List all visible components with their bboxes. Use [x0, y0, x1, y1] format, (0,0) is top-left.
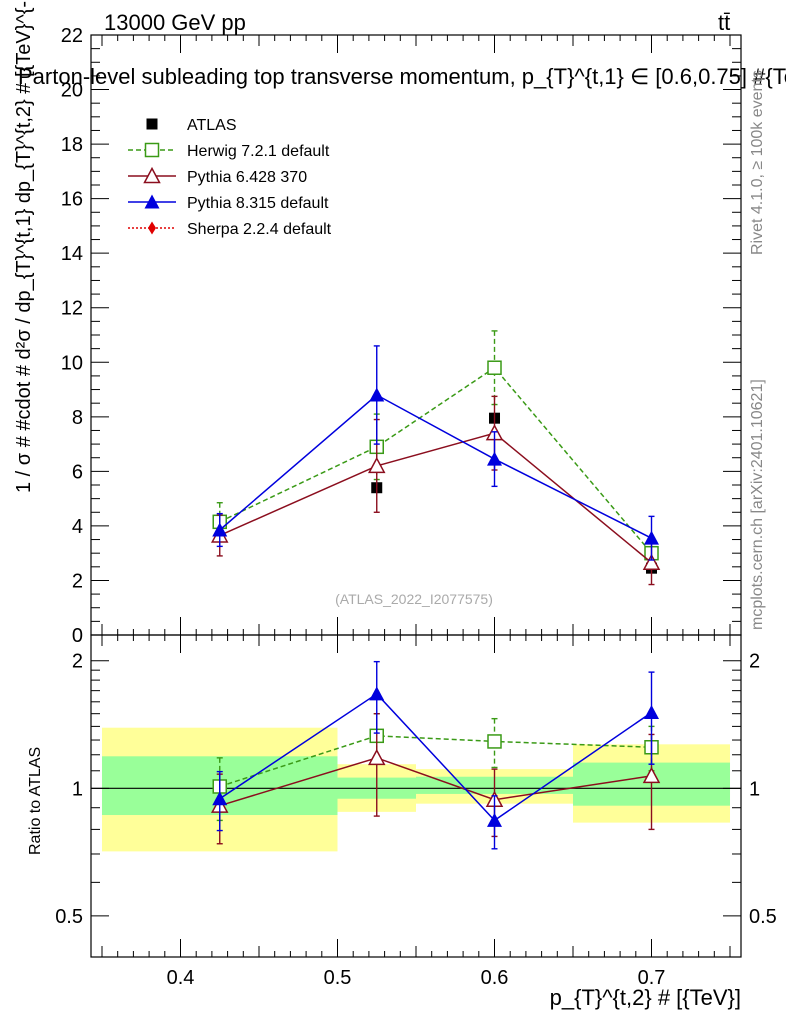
y-tick-label: 20	[61, 80, 83, 102]
y-tick-label: 8	[72, 407, 83, 429]
y-tick-label: 12	[61, 298, 83, 320]
legend-marker-sherpa	[148, 221, 156, 235]
ratio-line-pythia8	[219, 692, 652, 822]
y-tick-label: 10	[61, 352, 83, 374]
main-line-pythia8	[219, 394, 652, 539]
legend-label-atlas: ATLAS	[187, 117, 237, 134]
legend-label-sherpa: Sherpa 2.2.4 default	[187, 221, 332, 238]
y-tick-label: 14	[61, 243, 83, 265]
ratio-y-tick-label-right: 0.5	[749, 906, 777, 928]
ratio-point-herwig	[487, 734, 502, 749]
x-tick-label: 0.7	[638, 967, 666, 989]
mcplots-label: mcplots.cern.ch [arXiv:2401.10621]	[749, 379, 766, 630]
y-tick-label: 4	[72, 516, 83, 538]
energy-label: 13000 GeV pp	[104, 10, 246, 35]
legend-label-pythia6: Pythia 6.428 370	[187, 169, 307, 186]
main-point-pythia8	[487, 451, 503, 466]
y-tick-label: 22	[61, 25, 83, 47]
ratio-point-pythia6	[642, 766, 661, 784]
ratio-y-tick-label-right: 2	[749, 651, 760, 673]
ratio-point-pythia8	[212, 791, 228, 806]
main-point-pythia6	[642, 553, 661, 570]
rivet-version-label: Rivet 4.1.0, ≥ 100k events	[749, 70, 766, 255]
y-tick-label: 16	[61, 189, 83, 211]
ratio-series	[210, 660, 661, 850]
main-point-pythia8	[644, 530, 660, 545]
x-tick-label: 0.4	[167, 967, 195, 989]
x-tick-label: 0.6	[481, 967, 509, 989]
main-point-pythia8	[369, 387, 385, 402]
plot-title: Parton-level subleading top transverse m…	[18, 64, 786, 89]
ratio-point-pythia8	[369, 686, 385, 701]
ratio-y-tick-label: 1	[72, 778, 83, 800]
ratio-y-tick-label-right: 1	[749, 778, 760, 800]
legend-label-herwig: Herwig 7.2.1 default	[187, 143, 330, 160]
legend-marker-atlas	[146, 118, 158, 130]
main-line-pythia6	[219, 432, 652, 564]
legend-label-pythia8: Pythia 8.315 default	[187, 195, 329, 212]
legend-marker-herwig	[144, 142, 160, 158]
y-axis-label-ratio: Ratio to ATLAS	[27, 747, 44, 855]
ratio-y-tick-label: 2	[72, 651, 83, 673]
ratio-axes: 0.4 0.5 0.6 0.7 0.5 0.5 1 1 2 2	[55, 651, 777, 989]
y-tick-label: 0	[72, 625, 83, 647]
ratio-y-tick-label: 0.5	[55, 906, 83, 928]
main-point-herwig	[487, 360, 502, 375]
legend-marker-pythia8	[144, 194, 160, 209]
ratio-point-pythia6	[367, 748, 386, 766]
x-axis-label: p_{T}^{t,2} # [{TeV}]	[550, 985, 741, 1010]
main-point-pythia8	[212, 522, 228, 537]
main-point-pythia6	[367, 456, 386, 474]
ratio-bands	[91, 727, 741, 852]
legend: ATLAS Herwig 7.2.1 default Pythia 6.428 37…	[128, 117, 332, 238]
y-axis-label-main: 1 / σ # #cdot # d²σ / dp_{T}^{t,1} dp_{T…	[13, 0, 35, 493]
y-tick-label: 2	[72, 570, 83, 592]
x-tick-label: 0.5	[324, 967, 352, 989]
ratio-point-pythia8	[644, 704, 660, 719]
y-tick-label: 18	[61, 134, 83, 156]
legend-marker-pythia6	[143, 166, 161, 184]
main-series	[210, 330, 661, 586]
analysis-watermark: (ATLAS_2022_I2077575)	[335, 591, 493, 607]
y-tick-label: 6	[72, 461, 83, 483]
ratio-point-pythia8	[487, 812, 503, 827]
ratio-line-herwig	[219, 735, 652, 788]
ratio-line-pythia6	[219, 757, 652, 807]
process-label: tt̄	[718, 10, 730, 35]
main-line-herwig	[219, 366, 653, 554]
